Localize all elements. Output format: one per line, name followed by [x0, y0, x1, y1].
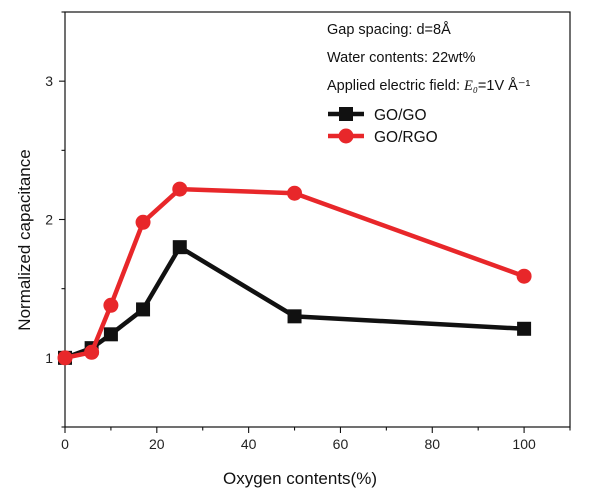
- y-tick-label: 3: [45, 73, 53, 89]
- data-point-go-rgo: [135, 214, 151, 230]
- legend-marker-go-go: [339, 107, 353, 121]
- data-point-go-rgo: [172, 181, 188, 197]
- x-tick-label: 100: [512, 436, 536, 452]
- data-point-go-go: [287, 309, 302, 324]
- data-point-go-rgo: [103, 297, 119, 313]
- x-tick-label: 0: [61, 436, 69, 452]
- data-point-go-go: [517, 321, 532, 336]
- annotation-electric-field-prefix: Applied electric field:: [327, 78, 464, 94]
- x-tick-label: 40: [241, 436, 257, 452]
- legend-label-go-rgo: GO/RGO: [374, 129, 438, 146]
- axes: 0 20 40 60 80 100 1 2 3: [45, 11, 571, 452]
- series-layer: [57, 181, 532, 366]
- data-point-go-rgo: [287, 185, 303, 201]
- annotations: Gap spacing: d=8Å Water contents: 22wt% …: [327, 21, 530, 94]
- legend: GO/GO GO/RGO: [328, 107, 438, 146]
- annotation-electric-field: Applied electric field: E₀=1V Å⁻¹: [327, 77, 530, 94]
- x-tick-label: 20: [149, 436, 165, 452]
- data-point-go-rgo: [516, 268, 532, 284]
- annotation-electric-field-symbol: E₀: [463, 78, 478, 94]
- data-point-go-go: [103, 327, 118, 342]
- legend-item-go-rgo: GO/RGO: [328, 128, 438, 146]
- y-tick-label: 1: [45, 350, 53, 366]
- series-line-go-go: [64, 244, 525, 360]
- data-point-go-go: [172, 240, 187, 255]
- series-go-rgo: [57, 181, 532, 366]
- y-tick-label: 2: [45, 212, 53, 228]
- y-axis-title: Normalized capacitance: [15, 149, 34, 330]
- legend-label-go-go: GO/GO: [374, 107, 427, 124]
- data-point-go-rgo: [57, 350, 73, 366]
- x-axis-title: Oxygen contents(%): [223, 469, 377, 488]
- annotation-electric-field-suffix: =1V Å⁻¹: [478, 77, 531, 94]
- series-line-go-rgo: [64, 186, 525, 361]
- x-tick-label: 60: [333, 436, 349, 452]
- x-tick-label: 80: [424, 436, 440, 452]
- legend-item-go-go: GO/GO: [328, 107, 427, 124]
- data-point-go-go: [136, 302, 151, 317]
- data-point-go-rgo: [84, 344, 100, 360]
- annotation-gap-spacing: Gap spacing: d=8Å: [327, 21, 451, 38]
- annotation-water-contents: Water contents: 22wt%: [327, 50, 476, 66]
- legend-marker-go-rgo: [338, 128, 354, 144]
